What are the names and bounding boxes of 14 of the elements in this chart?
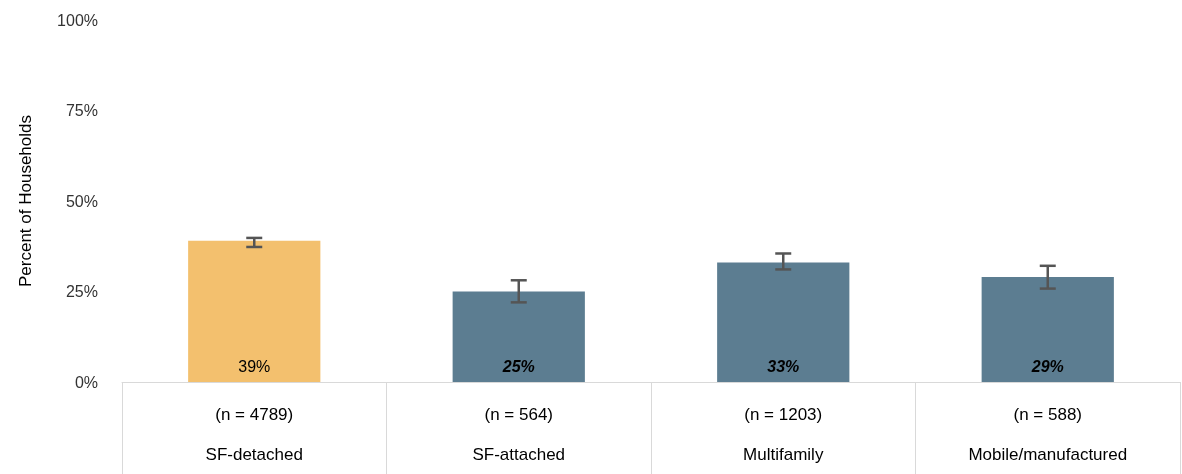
y-tick-label: 75% [65, 102, 98, 119]
category-label: (n = 4789) SF-detached [205, 404, 303, 464]
category-label: (n = 1203) Multifamily [743, 404, 824, 464]
y-tick-label: 50% [65, 192, 98, 210]
category-label: (n = 588) Mobile/manufactured [968, 404, 1128, 464]
y-tick-label: 100% [57, 11, 98, 29]
category-label: (n = 564) SF-attached [472, 404, 566, 464]
data-label: 29% [1030, 357, 1064, 375]
y-tick-label: 25% [65, 283, 98, 300]
y-axis-title: Percent of Households [16, 115, 35, 287]
data-label: 39% [238, 357, 271, 375]
data-label: 25% [501, 357, 535, 375]
y-tick-label: 0% [74, 373, 98, 391]
data-label: 33% [767, 357, 800, 375]
